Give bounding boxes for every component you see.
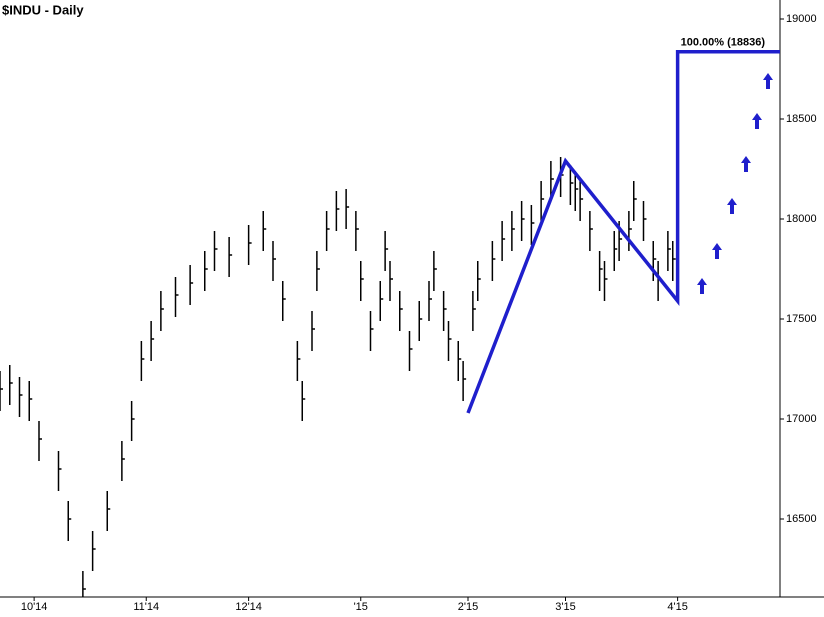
arrow (752, 113, 762, 129)
x-tick-label: 2'15 (458, 601, 478, 613)
y-tick-label: 18000 (786, 213, 817, 225)
y-tick-label: 18500 (786, 113, 817, 125)
up-arrows (697, 73, 773, 294)
x-tick-label: '15 (354, 601, 368, 613)
x-tick-label: 10'14 (21, 601, 48, 613)
arrow (697, 278, 707, 294)
arrow (763, 73, 773, 89)
projection-line (466, 50, 780, 414)
x-tick-label: 4'15 (667, 601, 687, 613)
arrow (741, 156, 751, 172)
y-tick-label: 17000 (786, 413, 817, 425)
arrow (727, 198, 737, 214)
x-tick-label: 12'14 (235, 601, 262, 613)
arrow (712, 243, 722, 259)
chart-title: $INDU - Daily (2, 2, 84, 17)
x-tick-label: 11'14 (133, 601, 159, 613)
y-tick-label: 16500 (786, 513, 817, 525)
plot-area (0, 157, 676, 597)
projection-label: 100.00% (18836) (681, 37, 766, 49)
y-tick-label: 17500 (786, 313, 817, 325)
x-tick-label: 3'15 (555, 601, 575, 613)
y-tick-label: 19000 (786, 13, 817, 25)
